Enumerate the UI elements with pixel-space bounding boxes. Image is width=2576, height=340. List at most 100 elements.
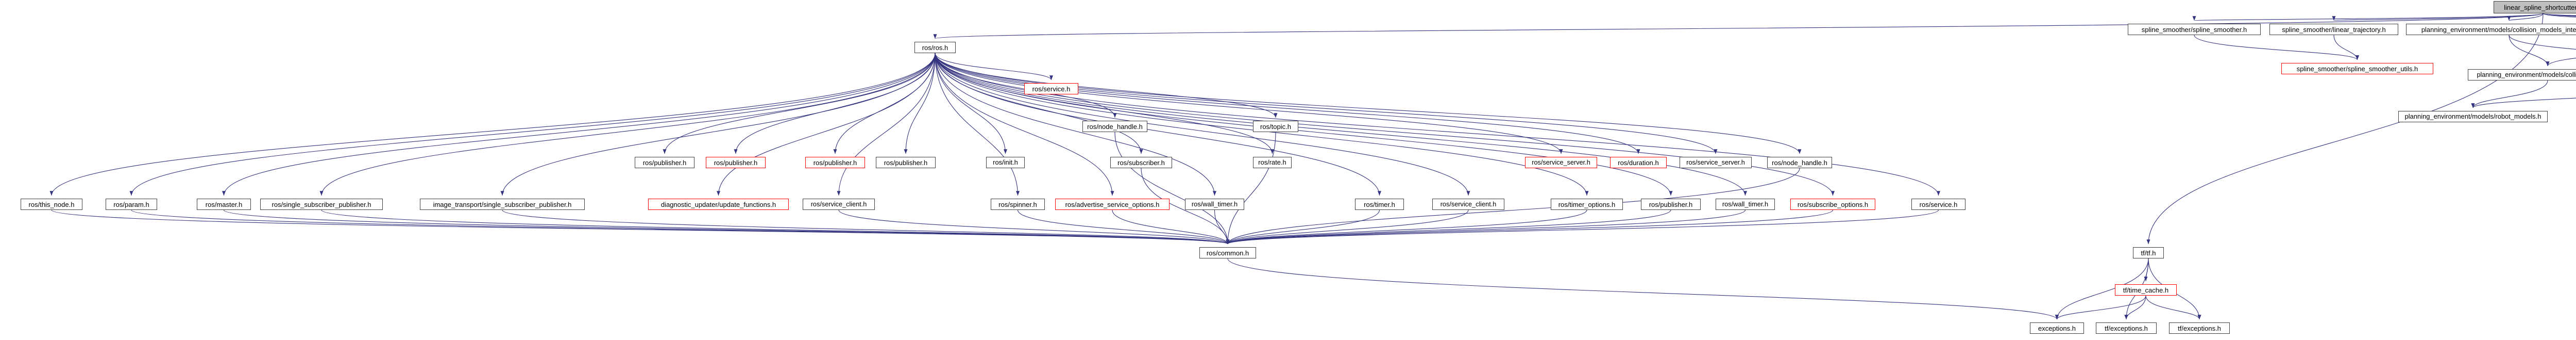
- graph-edge: [223, 209, 1229, 245]
- graph-node[interactable]: planning_environment/models/collision_mo…: [2406, 24, 2576, 35]
- graph-node[interactable]: ros/service_client.h: [1432, 199, 1504, 210]
- graph-node[interactable]: ros/service_server.h: [1680, 157, 1752, 168]
- graph-node[interactable]: ros/common.h: [1199, 247, 1256, 258]
- graph-node[interactable]: ros/ros.h: [914, 42, 956, 53]
- graph-node-label: ros/timer_options.h: [1558, 200, 1616, 208]
- graph-node[interactable]: ros/service.h: [1024, 83, 1078, 94]
- graph-node-label: ros/master.h: [205, 200, 243, 208]
- graph-node[interactable]: ros/service_client.h: [803, 199, 875, 210]
- graph-edge: [1226, 209, 1469, 245]
- graph-node[interactable]: tf/time_cache.h: [2115, 284, 2177, 296]
- graph-edge: [222, 53, 936, 196]
- graph-edge: [734, 53, 936, 154]
- graph-node-label: ros/publisher.h: [813, 158, 857, 167]
- graph-edge: [1226, 209, 1671, 245]
- graph-node[interactable]: diagnostic_updater/update_functions.h: [648, 199, 789, 210]
- graph-node-label: diagnostic_updater/update_functions.h: [660, 200, 776, 208]
- graph-edge: [2333, 35, 2359, 60]
- graph-node-label: ros/publisher.h: [714, 158, 758, 167]
- graph-edge: [935, 53, 1640, 154]
- graph-node[interactable]: ros/subscribe_options.h: [1790, 199, 1875, 210]
- graph-node[interactable]: ros/wall_timer.h: [1716, 199, 1775, 210]
- graph-node-label: tf/exceptions.h: [2178, 324, 2221, 332]
- graph-node[interactable]: ros/advertise_service_options.h: [1055, 199, 1170, 210]
- graph-node-label: ros/single_subscriber_publisher.h: [272, 200, 371, 208]
- graph-edge: [2507, 13, 2544, 21]
- graph-edge: [837, 53, 936, 196]
- graph-node[interactable]: spline_smoother/spline_smoother_utils.h: [2281, 63, 2433, 74]
- graph-node[interactable]: ros/timer.h: [1355, 199, 1404, 210]
- graph-edge: [319, 53, 936, 196]
- graph-edge: [717, 53, 936, 196]
- graph-node[interactable]: ros/master.h: [197, 199, 251, 210]
- graph-edge: [2124, 295, 2146, 320]
- graph-edge: [935, 53, 1053, 80]
- graph-edge: [1226, 209, 1939, 245]
- graph-node[interactable]: ros/service_server.h: [1525, 157, 1597, 168]
- graph-node[interactable]: ros/timer_options.h: [1551, 199, 1623, 210]
- graph-node-label: ros/wall_timer.h: [1191, 200, 1238, 208]
- graph-node[interactable]: spline_smoother/spline_smoother.h: [2128, 24, 2261, 35]
- graph-edge: [131, 209, 1229, 245]
- graph-node[interactable]: ros/init.h: [986, 157, 1025, 168]
- graph-node[interactable]: ros/publisher.h: [876, 157, 936, 168]
- graph-edge: [2145, 295, 2201, 320]
- graph-node[interactable]: tf/exceptions.h: [2169, 322, 2230, 334]
- graph-node-label: ros/rate.h: [1258, 158, 1286, 166]
- graph-edge: [1226, 132, 1276, 245]
- graph-node[interactable]: ros/node_handle.h: [1767, 157, 1832, 168]
- graph-root-node[interactable]: linear_spline_shortcutter.h: [2494, 1, 2576, 13]
- graph-node[interactable]: tf/tf.h: [2133, 247, 2164, 258]
- graph-node-label: ros/advertise_service_options.h: [1065, 200, 1160, 208]
- graph-edge: [2543, 13, 2576, 17]
- graph-node[interactable]: ros/this_node.h: [21, 199, 82, 210]
- graph-node[interactable]: ros/topic.h: [1253, 121, 1298, 132]
- graph-edge: [2146, 13, 2544, 245]
- graph-edge: [934, 13, 2544, 39]
- graph-edge: [935, 53, 1747, 196]
- graph-node[interactable]: ros/duration.h: [1610, 157, 1667, 168]
- graph-edge: [1226, 209, 1380, 245]
- graph-node[interactable]: ros/publisher.h: [706, 157, 766, 168]
- graph-edge: [2509, 35, 2576, 50]
- graph-edge: [129, 53, 936, 196]
- graph-edge: [935, 53, 1673, 196]
- graph-node-label: ros/service_server.h: [1686, 158, 1745, 166]
- graph-node[interactable]: ros/spinner.h: [991, 199, 1045, 210]
- graph-edge: [500, 53, 936, 196]
- graph-edge: [1112, 209, 1230, 245]
- graph-node-label: ros/ros.h: [922, 43, 948, 52]
- graph-node-label: spline_smoother/spline_smoother.h: [2141, 25, 2247, 34]
- graph-node-label: spline_smoother/spline_smoother_utils.h: [2296, 64, 2418, 73]
- graph-node[interactable]: ros/node_handle.h: [1082, 121, 1147, 132]
- graph-edge: [935, 53, 1143, 154]
- graph-edge: [2471, 98, 2576, 108]
- graph-node[interactable]: planning_environment/models/robot_models…: [2398, 111, 2548, 122]
- graph-node[interactable]: tf/exceptions.h: [2096, 322, 2157, 334]
- graph-node[interactable]: ros/rate.h: [1253, 157, 1292, 168]
- graph-node[interactable]: ros/param.h: [106, 199, 157, 210]
- graph-node-label: tf/exceptions.h: [2105, 324, 2148, 332]
- graph-node[interactable]: planning_environment/models/collision_mo…: [2468, 69, 2576, 80]
- graph-edge: [935, 53, 1835, 196]
- graph-node[interactable]: ros/wall_timer.h: [1185, 199, 1244, 210]
- graph-node-label: exceptions.h: [2038, 324, 2076, 332]
- graph-edge: [2543, 13, 2576, 18]
- graph-node[interactable]: image_transport/single_subscriber_publis…: [420, 199, 585, 210]
- graph-node[interactable]: ros/service.h: [1911, 199, 1965, 210]
- graph-node[interactable]: spline_smoother/linear_trajectory.h: [2269, 24, 2398, 35]
- graph-edge: [2194, 35, 2359, 60]
- graph-node-label: ros/wall_timer.h: [1722, 200, 1769, 208]
- graph-node-label: ros/this_node.h: [28, 200, 75, 208]
- graph-node[interactable]: ros/single_subscriber_publisher.h: [260, 199, 383, 210]
- graph-node-label: tf/time_cache.h: [2123, 286, 2169, 294]
- graph-node[interactable]: exceptions.h: [2030, 322, 2084, 334]
- graph-edge: [935, 53, 1216, 196]
- graph-edge: [2546, 57, 2576, 67]
- graph-node[interactable]: ros/subscriber.h: [1110, 157, 1172, 168]
- graph-node[interactable]: ros/publisher.h: [1641, 199, 1701, 210]
- graph-node[interactable]: ros/publisher.h: [635, 157, 694, 168]
- graph-node-label: ros/publisher.h: [642, 158, 687, 167]
- graph-node[interactable]: ros/publisher.h: [805, 157, 865, 168]
- graph-edge: [935, 53, 1718, 154]
